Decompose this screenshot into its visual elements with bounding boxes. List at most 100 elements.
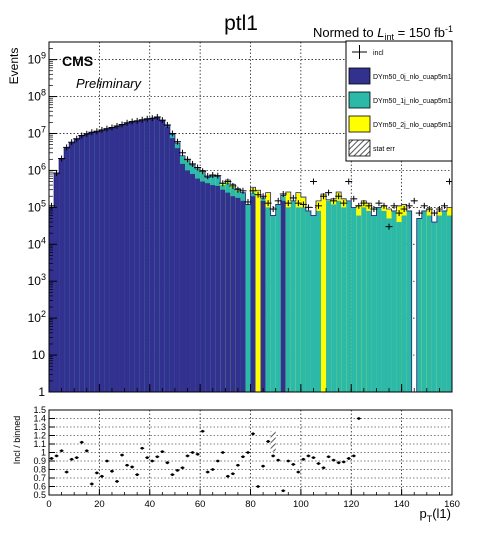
incl-point-78 (440, 202, 448, 209)
legend-label-4: stat err (373, 146, 395, 153)
incl-point-12 (108, 124, 116, 131)
ratio-point-26 (180, 466, 185, 470)
bar-dy0j-26 (179, 163, 186, 392)
bar-dy1j-59 (346, 200, 352, 392)
legend-entry-0: incl (352, 45, 384, 59)
incl-point-69 (395, 210, 403, 217)
bar-dy0j-31 (205, 183, 211, 392)
incl-point-60 (350, 195, 358, 202)
ratio-point-36 (230, 472, 235, 476)
incl-point-32 (209, 172, 217, 179)
ratio-points (49, 417, 361, 493)
ratio-y-tick-label-7: 1.2 (33, 431, 46, 441)
preliminary-label: Preliminary (76, 76, 143, 91)
incl-point-37 (234, 186, 242, 193)
ratio-point-45 (276, 458, 281, 462)
ratio-panel: 0 20 40 60 80 100 120 140 160 0.50.60.70.80.911.1… (12, 405, 460, 524)
legend-hatch-swatch (348, 139, 371, 157)
incl-point-70 (400, 206, 408, 213)
bar-dy0j-22 (159, 120, 165, 392)
incl-point-48 (289, 194, 297, 201)
bar-dy1j-71 (406, 210, 412, 392)
ratio-point-13 (115, 480, 120, 483)
incl-point-61 (355, 202, 363, 209)
main-y-tick-label-0: 1 (38, 385, 45, 399)
legend-entry-2: DYm50_1j_nlo_cuap5m1 (348, 91, 452, 109)
incl-point-19 (143, 115, 151, 122)
ratio-point-40 (251, 432, 256, 436)
bar-dy0j-38 (240, 200, 246, 392)
incl-point-29 (194, 164, 202, 171)
incl-point-68 (390, 202, 398, 209)
incl-point-55 (325, 189, 333, 196)
bar-dy0j-19 (144, 119, 150, 392)
bar-dy1j-68 (391, 210, 397, 392)
cms-label: CMS (62, 53, 93, 69)
plot-title: ptl1 (224, 12, 258, 35)
incl-point-49 (294, 200, 302, 207)
incl-point-50 (299, 201, 307, 208)
incl-point-4 (68, 139, 76, 146)
bar-dy0j-23 (164, 126, 170, 392)
bar-dy0j-28 (190, 173, 196, 392)
ratio-x-tick-label-0: 0 (46, 499, 51, 510)
incl-point-31 (204, 173, 212, 180)
bar-dy0j-1 (54, 173, 60, 392)
ratio-y-tick-label-10: 1.5 (33, 405, 46, 415)
ratio-point-33 (215, 459, 220, 463)
incl-point-72 (410, 197, 418, 204)
ratio-point-52 (311, 456, 316, 459)
ratio-x-tick-label-7: 140 (394, 499, 410, 510)
bar-dy0j-9 (94, 131, 100, 392)
ratio-y-axis-label: Incl / binned (12, 416, 22, 465)
ratio-y-tick-label-5: 1 (41, 448, 46, 458)
ratio-point-29 (195, 452, 200, 456)
incl-point-23 (163, 121, 171, 128)
bar-dy0j-42 (260, 200, 266, 392)
bar-dy1j-77 (436, 215, 442, 392)
bar-dy1j-65 (376, 207, 382, 392)
incl-point-73 (415, 210, 423, 217)
ratio-y-tick-label-9: 1.4 (33, 414, 46, 424)
incl-point-6 (78, 132, 86, 139)
incl-point-1 (53, 170, 61, 177)
bar-dy0j-24 (169, 138, 175, 392)
bar-dy0j-5 (74, 139, 80, 392)
ratio-point-38 (240, 455, 245, 459)
incl-point-15 (123, 119, 131, 126)
ratio-point-8 (89, 482, 94, 486)
ratio-point-15 (125, 463, 130, 467)
legend-label-1: DYm50_0j_nlo_cuap5m1 (373, 74, 452, 81)
ratio-point-46 (281, 489, 286, 493)
incl-point-46 (279, 190, 287, 197)
bar-dy1j-76 (431, 222, 437, 392)
incl-point-58 (340, 200, 348, 207)
ratio-point-28 (190, 451, 195, 454)
ratio-point-54 (321, 466, 326, 470)
incl-point-7 (83, 130, 91, 137)
ratio-x-tick-label-6: 120 (343, 499, 359, 510)
main-panel: 1 10 102 103 104 105 106 107 108 109 CMS Prelimin… (7, 41, 453, 399)
bar-dy0j-30 (200, 181, 206, 392)
ratio-point-25 (175, 468, 180, 472)
incl-point-8 (88, 129, 96, 136)
ratio-point-10 (99, 474, 104, 478)
incl-point-24 (168, 130, 176, 137)
main-y-tick-label-3: 103 (28, 272, 46, 288)
bar-dy1j-44 (270, 215, 276, 392)
bar-dy0j-0 (49, 207, 55, 392)
ratio-point-58 (341, 460, 346, 464)
ratio-point-21 (155, 455, 160, 459)
incl-points (49, 113, 452, 230)
bar-dy1j-62 (361, 207, 367, 392)
incl-point-74 (420, 202, 428, 209)
bar-dy0j-15 (124, 123, 130, 392)
bar-dy0j-34 (220, 189, 226, 392)
main-axes: 1 10 102 103 104 105 106 107 108 109 (28, 48, 453, 399)
bar-dy0j-25 (174, 148, 180, 392)
incl-point-44 (269, 206, 277, 213)
ratio-point-12 (109, 469, 114, 473)
bar-dy0j-27 (185, 170, 191, 392)
stack-outline (49, 117, 452, 392)
main-y-tick-label-1: 10 (32, 348, 46, 362)
